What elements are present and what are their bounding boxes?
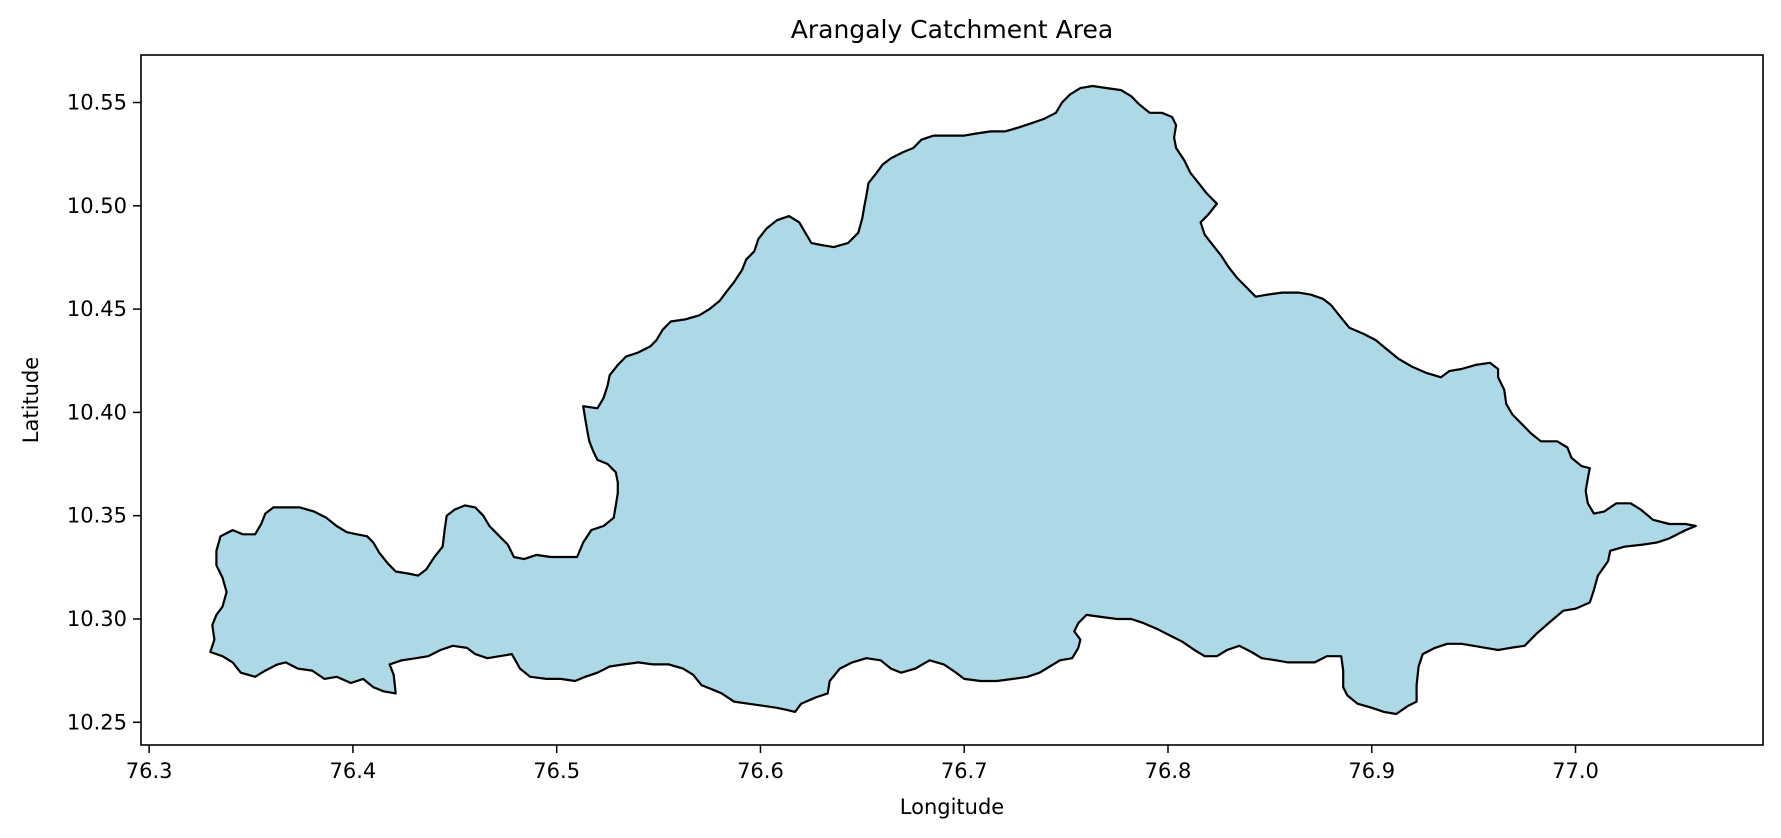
x-tick-label: 77.0 bbox=[1552, 759, 1599, 783]
y-tick-label: 10.55 bbox=[67, 91, 127, 115]
x-tick-label: 76.3 bbox=[126, 759, 173, 783]
x-axis-label: Longitude bbox=[900, 795, 1004, 819]
map-title: Arangaly Catchment Area bbox=[791, 15, 1113, 44]
catchment-polygon bbox=[209, 84, 1697, 716]
x-tick-label: 76.9 bbox=[1348, 759, 1395, 783]
y-tick-label: 10.25 bbox=[67, 710, 127, 734]
x-axis-ticks: 76.3 76.4 76.5 76.6 76.7 76.8 76.9 77.0 bbox=[126, 745, 1599, 783]
y-axis-ticks: 10.55 10.50 10.45 10.40 10.35 10.30 10.25 bbox=[67, 91, 141, 734]
plot-area bbox=[140, 54, 1764, 746]
y-tick-label: 10.50 bbox=[67, 194, 127, 218]
x-tick-label: 76.7 bbox=[941, 759, 988, 783]
y-tick-label: 10.35 bbox=[67, 504, 127, 528]
axes-frame bbox=[140, 54, 1764, 746]
x-tick-label: 76.8 bbox=[1145, 759, 1192, 783]
x-tick-label: 76.6 bbox=[737, 759, 784, 783]
x-tick-label: 76.4 bbox=[330, 759, 377, 783]
y-axis-label: Latitude bbox=[19, 357, 43, 443]
y-tick-label: 10.40 bbox=[67, 400, 127, 424]
y-tick-label: 10.45 bbox=[67, 297, 127, 321]
y-tick-label: 10.30 bbox=[67, 607, 127, 631]
x-tick-label: 76.5 bbox=[533, 759, 580, 783]
